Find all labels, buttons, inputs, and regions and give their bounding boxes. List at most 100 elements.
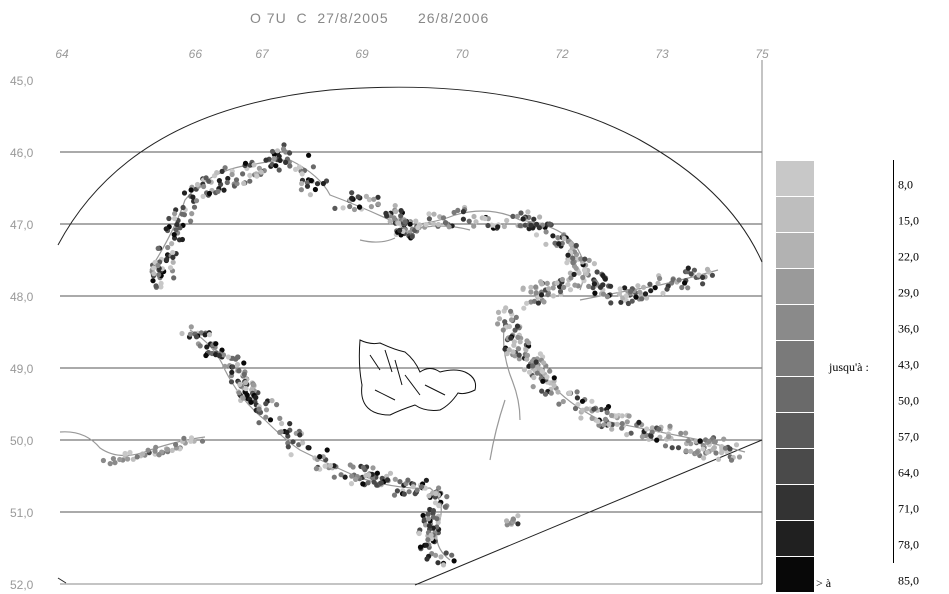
legend-swatch xyxy=(776,160,814,196)
observation-point xyxy=(237,381,243,387)
observation-point xyxy=(258,169,264,175)
observation-point xyxy=(204,344,210,350)
observation-point xyxy=(614,421,620,427)
observation-point xyxy=(500,327,506,333)
observation-point xyxy=(727,446,733,452)
observation-point xyxy=(660,290,666,296)
observation-point xyxy=(130,456,136,462)
observation-point xyxy=(314,181,321,187)
observation-point xyxy=(324,447,330,453)
observation-point xyxy=(728,457,735,463)
observation-point xyxy=(203,175,209,181)
longitude-tick-label: 70 xyxy=(455,47,469,61)
observation-point xyxy=(100,457,106,464)
observation-point xyxy=(524,352,531,358)
legend-over-label: > à xyxy=(816,576,832,590)
observation-point xyxy=(570,255,576,261)
observation-point xyxy=(181,190,188,196)
observation-point xyxy=(589,415,595,421)
observation-point xyxy=(263,401,269,407)
observation-point xyxy=(188,187,194,193)
observation-point xyxy=(353,476,359,482)
observation-point xyxy=(633,294,639,300)
observation-point xyxy=(423,221,429,228)
observation-point xyxy=(543,229,549,235)
observation-point xyxy=(533,232,540,238)
observation-point xyxy=(122,450,128,457)
legend-threshold-label: 43,0 xyxy=(898,357,919,372)
observation-point xyxy=(340,205,346,211)
observation-point xyxy=(595,418,601,424)
observation-point xyxy=(521,367,528,373)
observation-point xyxy=(565,282,571,288)
observation-point xyxy=(363,193,369,199)
observation-point xyxy=(551,375,557,381)
observation-point xyxy=(349,473,355,479)
observation-point xyxy=(194,181,201,188)
observation-point xyxy=(392,476,398,482)
observation-point xyxy=(517,223,523,229)
observation-point xyxy=(496,316,503,322)
observation-point xyxy=(495,309,502,315)
observation-point xyxy=(548,390,554,396)
observation-point xyxy=(508,335,514,341)
latitude-tick-label: 46,0 xyxy=(10,146,34,160)
observation-point xyxy=(430,514,437,520)
observation-point xyxy=(151,265,157,271)
observation-point xyxy=(219,168,225,174)
observation-point xyxy=(233,177,240,183)
observation-point xyxy=(179,236,185,243)
observation-point xyxy=(628,430,634,436)
observation-point xyxy=(647,281,653,287)
latitude-tick-label: 47,0 xyxy=(10,218,34,232)
observation-point xyxy=(347,203,353,210)
observation-point xyxy=(511,339,517,345)
coastline xyxy=(489,399,506,461)
observation-point xyxy=(220,352,227,358)
observation-point xyxy=(277,415,283,421)
observation-point xyxy=(283,159,289,165)
observation-point xyxy=(622,285,628,291)
observation-point xyxy=(156,272,162,278)
coverage-arc xyxy=(57,86,763,263)
observation-point xyxy=(201,183,207,190)
observation-point xyxy=(150,278,156,284)
observation-point xyxy=(568,241,574,247)
observation-point xyxy=(425,511,431,517)
legend-swatch xyxy=(776,556,814,592)
observation-point xyxy=(356,204,363,210)
observation-point xyxy=(685,265,691,271)
observation-point xyxy=(539,388,545,394)
observation-point xyxy=(234,181,240,187)
observation-point xyxy=(524,300,530,306)
observation-point xyxy=(533,359,539,365)
observation-point xyxy=(216,353,222,359)
observation-point xyxy=(296,442,302,448)
observation-point xyxy=(526,340,532,346)
observation-point xyxy=(431,211,437,217)
observation-point xyxy=(534,370,540,376)
observation-point xyxy=(398,208,404,214)
observation-point xyxy=(506,347,512,353)
coverage-corner-mark xyxy=(57,577,67,584)
observation-point xyxy=(221,187,227,193)
observation-point xyxy=(485,222,491,229)
observation-point xyxy=(242,160,249,166)
observation-point xyxy=(240,171,246,177)
observation-point xyxy=(193,198,200,204)
observation-point xyxy=(426,493,432,499)
observation-point xyxy=(706,438,712,444)
observation-point xyxy=(711,445,718,451)
observation-point xyxy=(414,487,420,493)
observation-point xyxy=(531,216,537,222)
latitude-tick-label: 49,0 xyxy=(10,362,34,376)
observation-point xyxy=(683,430,689,436)
observation-point xyxy=(206,332,213,338)
observation-point xyxy=(561,284,567,290)
observation-point xyxy=(533,290,539,296)
observation-point xyxy=(602,276,608,282)
observation-point xyxy=(715,456,722,462)
legend-swatch xyxy=(776,196,814,232)
observation-point xyxy=(431,221,437,228)
observation-point xyxy=(482,215,488,222)
